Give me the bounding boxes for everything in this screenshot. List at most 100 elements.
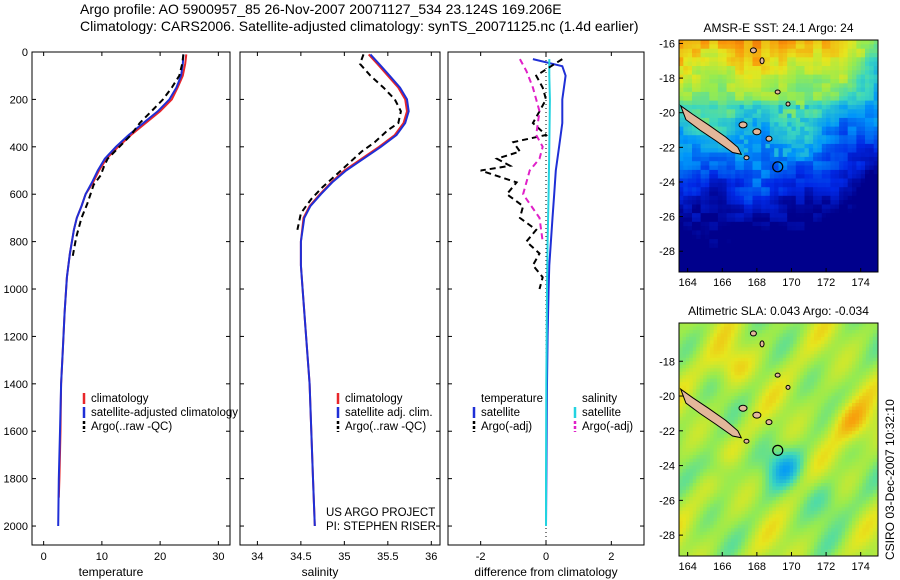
island-shape — [752, 128, 762, 136]
x-tick-label: 174 — [852, 561, 870, 573]
x-tick-label: 10 — [96, 551, 108, 563]
legend-label: climatology — [345, 393, 403, 405]
salinity-xlabel: salinity — [302, 565, 339, 579]
series-temperature-argo-adj- — [480, 58, 563, 290]
y-tick-label: 1600 — [4, 426, 28, 438]
x-tick-label: 30 — [212, 551, 224, 563]
y-tick-label: 800 — [10, 237, 28, 249]
y-tick-label: 2000 — [4, 521, 28, 533]
x-tick-label: 166 — [713, 277, 731, 289]
y-tick-label: 1800 — [4, 474, 28, 486]
legend-label: Argo(..raw -QC) — [345, 421, 426, 433]
series-climatology — [299, 53, 409, 527]
series-argo-raw-qc- — [71, 54, 185, 256]
profile-location-marker — [772, 161, 784, 173]
salinity-panel: 34 34.5 35 35.5 36 salinity — [239, 51, 441, 579]
difference-xlabel: difference from climatology — [474, 565, 617, 579]
island-shape — [743, 438, 750, 444]
x-tick-label: 20 — [154, 551, 166, 563]
new-caledonia-island — [679, 104, 743, 155]
x-tick-label: 170 — [782, 277, 800, 289]
island-shape — [765, 135, 773, 142]
x-tick-label: 172 — [817, 561, 835, 573]
island-shape — [785, 384, 791, 390]
legend-label: satellite-adjusted climatology — [91, 407, 238, 419]
x-tick-label: 170 — [782, 561, 800, 573]
y-tick-label: -16 — [659, 38, 675, 50]
sst_map-frame — [678, 39, 879, 273]
y-tick-label: -26 — [659, 495, 675, 507]
x-tick-label: 34 — [251, 551, 263, 563]
x-tick-label: 36 — [425, 551, 437, 563]
x-tick-label: 164 — [678, 277, 696, 289]
y-tick-label: -20 — [659, 391, 675, 403]
x-tick-label: 35.5 — [377, 551, 398, 563]
x-tick-label: -2 — [476, 551, 486, 563]
x-tick-label: 166 — [713, 561, 731, 573]
island-shape — [759, 57, 765, 65]
legend-temperature: climatology satellite-adjusted climatolog… — [82, 393, 238, 433]
y-tick-label: 400 — [10, 142, 28, 154]
legend-heading-salinity: salinity — [582, 393, 617, 405]
x-tick-label: 168 — [748, 561, 766, 573]
x-tick-label: 172 — [817, 277, 835, 289]
profile-location-marker — [772, 444, 784, 456]
series-satellite-adj-clim- — [299, 53, 410, 527]
figure-title-line1: Argo profile: AO 5900957_85 26-Nov-2007 … — [80, 1, 562, 17]
y-tick-label: -26 — [659, 212, 675, 224]
island-shape — [749, 330, 757, 337]
sst_map-panel: AMSR-E SST: 24.1 Argo: 24 164 166 168 170 172… — [659, 21, 879, 289]
temperature-xlabel: temperature — [79, 565, 144, 579]
legend-label: satellite — [582, 407, 621, 419]
x-tick-label: 2 — [608, 551, 614, 563]
island-shape — [738, 121, 748, 129]
y-tick-label: -24 — [659, 177, 675, 189]
new-caledonia-island — [679, 387, 743, 439]
legend-label: climatology — [91, 393, 149, 405]
x-tick-label: 34.5 — [290, 551, 311, 563]
series-salinity-argo-adj- — [519, 58, 544, 242]
y-tick-label: -22 — [659, 142, 675, 154]
sla_map-title: Altimetric SLA: 0.043 Argo: -0.034 — [688, 304, 869, 318]
x-tick-label: 0 — [41, 551, 47, 563]
sla_map-panel: Altimetric SLA: 0.043 Argo: -0.034 164 166… — [659, 304, 879, 573]
figure-title-line2: Climatology: CARS2006. Satellite-adjuste… — [80, 18, 639, 34]
y-tick-label: 0 — [22, 47, 28, 59]
y-tick-label: 1400 — [4, 379, 28, 391]
sla_map-field — [679, 323, 878, 556]
legend-label: satellite adj. clim. — [345, 407, 433, 419]
y-tick-label: -24 — [659, 461, 675, 473]
y-tick-label: -18 — [659, 73, 675, 85]
sla_map-frame — [678, 322, 879, 557]
temperature-panel: 0 10 20 30 0 200 400 600 800 1000 1200 1400 1600 1800… — [4, 47, 231, 579]
legend-label: satellite — [481, 407, 520, 419]
island-shape — [765, 419, 773, 426]
legend-heading-temperature: temperature — [481, 393, 543, 405]
y-tick-label: -22 — [659, 426, 675, 438]
y-tick-label: -18 — [659, 356, 675, 368]
x-tick-label: 168 — [748, 277, 766, 289]
legend-difference: temperature satellite Argo(-adj) salinity sa… — [472, 393, 633, 433]
series-satellite-adjusted-climatology — [57, 54, 185, 527]
series-argo-raw-qc- — [296, 54, 402, 231]
island-shape — [774, 89, 781, 95]
legend-salinity: climatology satellite adj. clim. Argo(..ra… — [336, 393, 433, 433]
x-tick-label: 164 — [678, 561, 696, 573]
island-shape — [749, 47, 757, 54]
footer-stamp: CSIRO 03-Dec-2007 10:32:10 — [883, 399, 897, 560]
pi-label: PI: STEPHEN RISER — [326, 521, 436, 533]
y-tick-label: 200 — [10, 94, 28, 106]
island-shape — [752, 411, 762, 419]
salinity-frame — [239, 51, 441, 546]
y-tick-label: 1000 — [4, 284, 28, 296]
x-tick-label: 35 — [338, 551, 350, 563]
island-shape — [759, 340, 765, 348]
island-shape — [774, 372, 781, 378]
temperature-frame — [31, 51, 231, 546]
x-tick-label: 174 — [852, 277, 870, 289]
project-label: US ARGO PROJECT — [326, 507, 435, 519]
difference-panel: -2 0 2 difference from climatology — [447, 51, 645, 579]
island-shape — [738, 404, 748, 412]
y-tick-label: -20 — [659, 108, 675, 120]
